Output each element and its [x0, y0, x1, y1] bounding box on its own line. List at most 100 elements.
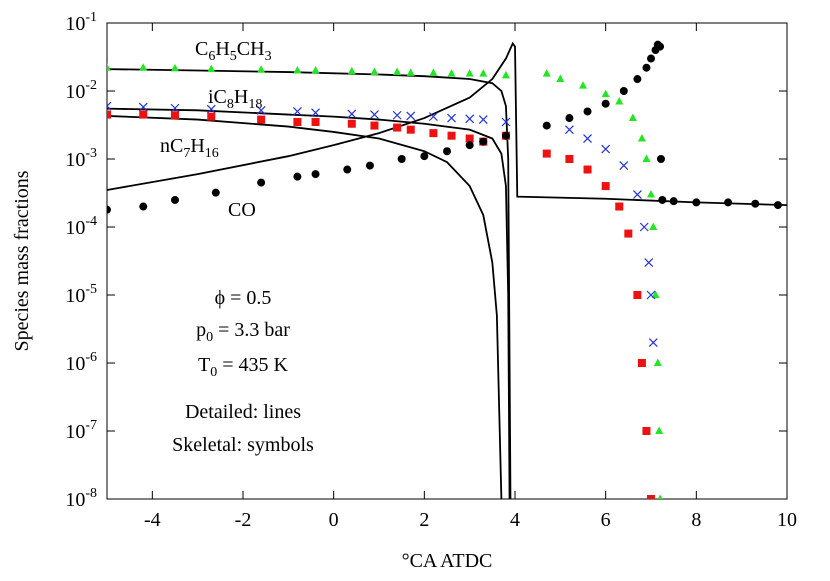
x-tick-label: -2 — [235, 509, 252, 531]
triangle-marker — [649, 222, 658, 230]
circle-marker — [724, 198, 733, 207]
y-tick-label: 10-1 — [65, 10, 97, 35]
x-marker — [501, 117, 511, 127]
square-marker — [642, 427, 651, 435]
x-marker — [632, 190, 642, 199]
circle-marker — [343, 165, 352, 174]
triangle-marker — [601, 89, 610, 98]
x-marker — [648, 338, 658, 347]
square-marker — [311, 118, 320, 127]
detailed-line — [107, 115, 503, 499]
square-marker — [647, 495, 655, 499]
triangle-marker — [556, 74, 565, 83]
square-marker — [633, 291, 642, 299]
square-marker — [601, 182, 610, 191]
x-marker — [428, 112, 438, 122]
x-marker — [347, 109, 357, 119]
detailed-line — [107, 107, 511, 499]
y-tick-label: 10-2 — [65, 78, 97, 103]
square-marker — [583, 165, 592, 174]
x-marker — [646, 290, 656, 300]
triangle-marker — [579, 81, 587, 89]
triangle-marker — [501, 70, 510, 79]
square-marker — [257, 115, 266, 124]
annotation: Skeletal: symbols — [172, 434, 314, 456]
y-tick-label: 10-4 — [65, 214, 97, 239]
square-marker — [565, 155, 574, 163]
x-marker — [583, 134, 592, 143]
circle-marker — [311, 170, 320, 179]
circle-marker — [365, 161, 374, 170]
x-marker — [138, 102, 148, 112]
y-axis-label: Species mass fractions — [11, 170, 33, 351]
square-marker — [465, 134, 474, 143]
triangle-marker — [653, 358, 662, 366]
circle-marker — [107, 205, 111, 214]
triangle-marker — [139, 63, 148, 71]
circle-marker — [583, 107, 592, 116]
x-marker — [478, 115, 488, 124]
triangle-marker — [655, 426, 664, 434]
triangle-marker — [447, 69, 456, 77]
x-tick-label: 10 — [777, 509, 797, 531]
y-tick-label: 10-6 — [65, 350, 97, 375]
circle-marker — [601, 99, 610, 108]
square-marker — [429, 129, 438, 138]
annotation: p0 = 3.3 bar — [196, 319, 290, 345]
square-marker — [393, 123, 402, 132]
circle-marker — [257, 178, 266, 187]
y-tick-label: 10-5 — [65, 282, 97, 307]
x-marker — [107, 101, 112, 111]
triangle-marker — [293, 66, 302, 74]
x-tick-label: 6 — [601, 509, 611, 531]
triangle-marker — [628, 113, 637, 122]
annotation: CO — [228, 199, 256, 221]
circle-marker — [633, 75, 642, 84]
triangle-marker — [393, 67, 402, 76]
circle-marker — [565, 114, 574, 123]
circle-marker — [656, 42, 665, 51]
triangle-marker — [406, 68, 415, 76]
square-marker — [406, 125, 415, 134]
triangle-marker — [370, 67, 379, 76]
plot — [107, 40, 787, 499]
x-marker — [256, 105, 266, 115]
circle-marker — [642, 63, 651, 72]
circle-marker — [669, 197, 678, 206]
triangle-marker — [542, 69, 551, 77]
x-marker — [206, 104, 216, 114]
triangle-marker — [257, 65, 266, 73]
square-marker — [293, 118, 302, 127]
square-marker — [139, 110, 148, 119]
triangle-marker — [615, 97, 624, 105]
triangle-marker — [207, 64, 216, 73]
circle-marker — [647, 54, 655, 63]
circle-marker — [542, 121, 551, 130]
square-marker — [370, 121, 379, 130]
x-marker — [370, 110, 379, 120]
x-marker — [311, 108, 320, 118]
triangle-marker — [347, 66, 356, 75]
x-marker — [292, 107, 302, 116]
square-marker — [171, 111, 179, 120]
x-tick-label: 0 — [329, 509, 339, 531]
circle-marker — [692, 198, 701, 207]
x-marker — [170, 103, 180, 113]
circle-marker — [443, 147, 451, 156]
x-marker — [447, 113, 456, 123]
annotation: Detailed: lines — [185, 401, 301, 423]
circle-marker — [465, 141, 474, 150]
x-marker — [392, 110, 402, 120]
circle-marker — [211, 188, 220, 197]
x-marker — [564, 125, 574, 135]
x-marker — [644, 258, 654, 267]
square-marker — [624, 229, 633, 238]
circle-marker — [420, 152, 429, 161]
y-tick-label: 10-3 — [65, 146, 97, 171]
square-marker — [207, 112, 216, 121]
triangle-marker — [429, 68, 438, 76]
x-marker — [639, 222, 649, 232]
square-marker — [347, 119, 356, 128]
annotation: ϕ = 0.5 — [215, 287, 272, 309]
triangle-marker — [647, 190, 655, 198]
